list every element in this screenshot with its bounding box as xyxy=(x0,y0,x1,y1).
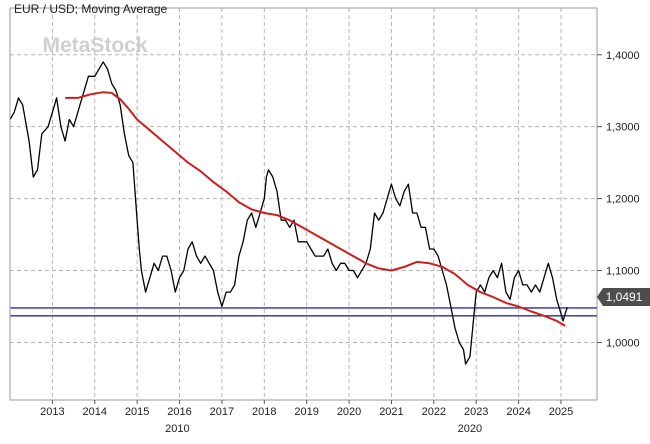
price-marker-label: 1,0491 xyxy=(606,290,643,304)
chart-title: EUR / USD; Moving Average xyxy=(14,2,168,16)
watermark: MetaStock xyxy=(42,34,147,57)
y-tick-label-1,0000: 1,0000 xyxy=(606,337,640,349)
x-tick-label-2020: 2020 xyxy=(337,406,361,418)
x-tick-label-2016: 2016 xyxy=(167,406,191,418)
price-marker: 1,0491 xyxy=(597,288,650,306)
x-tick-label-2021: 2021 xyxy=(379,406,403,418)
x-axis: 2013 2014 2015 2016 2017 2018 2019 2020 2021 2022… xyxy=(40,400,573,435)
x-tick-label-2018: 2018 xyxy=(252,406,276,418)
x-tick-label-2017: 2017 xyxy=(210,406,234,418)
moving-average-line xyxy=(65,91,566,327)
y-tick-label-1,3000: 1,3000 xyxy=(606,122,640,134)
x-tick-label-2019: 2019 xyxy=(294,406,318,418)
x-tick-label-2022: 2022 xyxy=(422,406,446,418)
x-tick-label-2025: 2025 xyxy=(549,406,573,418)
y-tick-label-1,2000: 1,2000 xyxy=(606,194,640,206)
price-marker-background xyxy=(597,288,650,306)
x-tick-label-2023: 2023 xyxy=(464,406,488,418)
price-line xyxy=(9,61,568,365)
x-tick-label-2015: 2015 xyxy=(125,406,149,418)
decade-label-2020: 2020 xyxy=(458,423,482,435)
decade-label-2010: 2010 xyxy=(165,423,189,435)
grid-layer xyxy=(10,8,597,400)
x-tick-label-2013: 2013 xyxy=(40,406,64,418)
series-layer xyxy=(9,61,568,365)
y-axis: 1,4000 1,3000 1,2000 1,1000 1,0000 xyxy=(597,50,640,349)
y-tick-label-1,4000: 1,4000 xyxy=(606,50,640,62)
x-tick-label-2014: 2014 xyxy=(83,406,107,418)
y-tick-label-1,1000: 1,1000 xyxy=(606,266,640,278)
x-tick-label-2024: 2024 xyxy=(506,406,530,418)
support-lines-layer xyxy=(10,307,597,317)
plot-frame xyxy=(9,7,598,401)
